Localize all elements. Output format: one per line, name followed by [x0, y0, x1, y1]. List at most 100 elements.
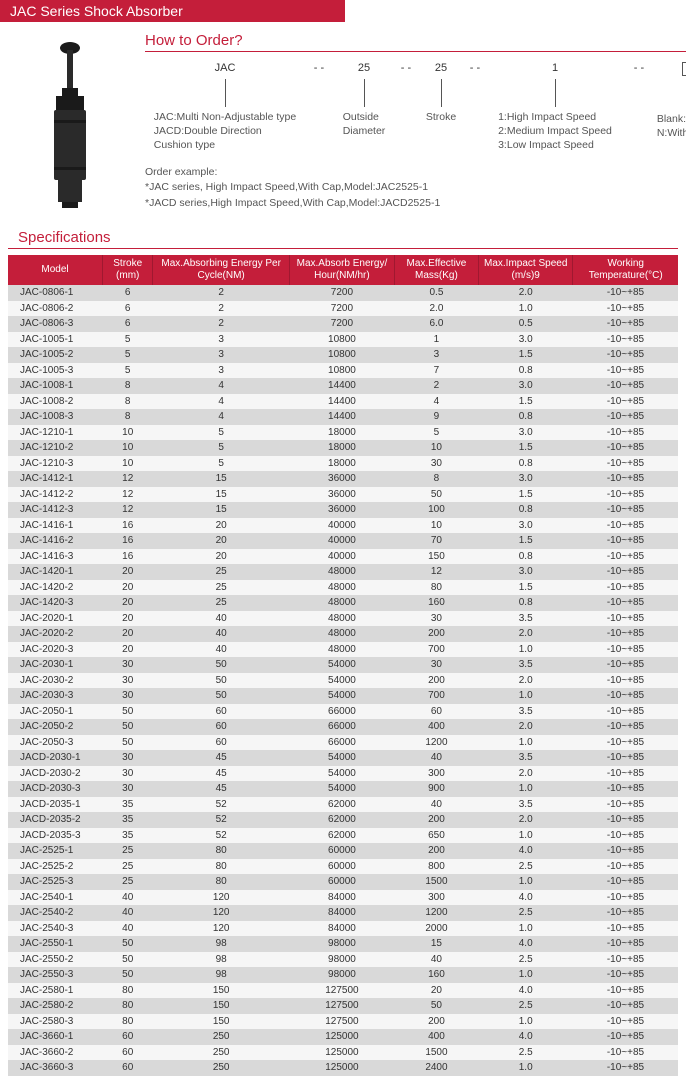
col-header: Max.EffectiveMass(Kg)	[394, 255, 478, 285]
table-cell: 30	[103, 688, 153, 704]
table-cell: 40000	[289, 518, 394, 534]
table-cell: 1.0	[478, 781, 573, 797]
table-cell: -10~+85	[573, 719, 678, 735]
table-row: JAC-0806-26272002.01.0-10~+85	[8, 301, 678, 317]
table-cell: 10	[394, 518, 478, 534]
table-cell: 45	[153, 766, 290, 782]
table-cell: -10~+85	[573, 564, 678, 580]
table-row: JAC-2525-22580600008002.5-10~+85	[8, 859, 678, 875]
table-cell: 3.0	[478, 425, 573, 441]
order-code-part: 25Outside Diameter	[333, 62, 395, 138]
connector-line	[225, 79, 226, 107]
table-cell: 300	[394, 766, 478, 782]
table-cell: -10~+85	[573, 549, 678, 565]
table-cell: 15	[153, 487, 290, 503]
table-cell: 20	[153, 549, 290, 565]
table-cell: 3.5	[478, 704, 573, 720]
table-cell: 20	[103, 564, 153, 580]
table-cell: 80	[394, 580, 478, 596]
table-cell: -10~+85	[573, 332, 678, 348]
table-cell: 1.5	[478, 394, 573, 410]
table-cell: 60000	[289, 874, 394, 890]
table-cell: 80	[153, 843, 290, 859]
table-cell: 125000	[289, 1045, 394, 1061]
table-cell: 40	[103, 890, 153, 906]
table-cell: 30	[103, 781, 153, 797]
table-row: JAC-2525-12580600002004.0-10~+85	[8, 843, 678, 859]
table-cell: -10~+85	[573, 378, 678, 394]
table-cell: -10~+85	[573, 812, 678, 828]
table-cell: 120	[153, 921, 290, 937]
table-row: JAC-1008-2841440041.5-10~+85	[8, 394, 678, 410]
table-row: JAC-2050-1506066000603.5-10~+85	[8, 704, 678, 720]
order-code-part: 11:High Impact Speed 2:Medium Impact Spe…	[485, 62, 625, 153]
table-cell: 40000	[289, 549, 394, 565]
table-cell: JAC-1412-2	[8, 487, 103, 503]
page-title: JAC Series Shock Absorber	[0, 0, 345, 22]
table-cell: 1.0	[478, 688, 573, 704]
table-cell: -10~+85	[573, 967, 678, 983]
table-cell: 1.0	[478, 301, 573, 317]
table-row: JAC-2020-32040480007001.0-10~+85	[8, 642, 678, 658]
table-cell: 0.8	[478, 363, 573, 379]
table-cell: 36000	[289, 502, 394, 518]
table-cell: 125000	[289, 1029, 394, 1045]
spec-table: ModelStroke(mm)Max.Absorbing Energy PerC…	[8, 255, 678, 1076]
table-cell: 3.0	[478, 564, 573, 580]
table-cell: 20	[394, 983, 478, 999]
table-cell: 1.5	[478, 487, 573, 503]
order-code-text: - -	[470, 62, 480, 74]
table-cell: JAC-2050-3	[8, 735, 103, 751]
table-row: JAC-2030-1305054000303.5-10~+85	[8, 657, 678, 673]
table-row: JAC-2550-35098980001601.0-10~+85	[8, 967, 678, 983]
table-cell: 50	[394, 998, 478, 1014]
table-cell: 16	[103, 549, 153, 565]
order-code-desc: Outside Diameter	[343, 110, 386, 138]
table-cell: 60000	[289, 859, 394, 875]
table-cell: 4.0	[478, 936, 573, 952]
table-cell: 200	[394, 673, 478, 689]
table-cell: -10~+85	[573, 704, 678, 720]
table-cell: 4.0	[478, 1029, 573, 1045]
table-row: JAC-2525-325806000015001.0-10~+85	[8, 874, 678, 890]
table-cell: JAC-1412-3	[8, 502, 103, 518]
table-cell: 80	[103, 998, 153, 1014]
table-cell: 50	[103, 952, 153, 968]
table-cell: 800	[394, 859, 478, 875]
table-row: JAC-2580-280150127500502.5-10~+85	[8, 998, 678, 1014]
table-cell: 0.5	[394, 285, 478, 301]
table-row: JAC-2580-180150127500204.0-10~+85	[8, 983, 678, 999]
table-cell: 40	[153, 642, 290, 658]
table-cell: JAC-1008-2	[8, 394, 103, 410]
table-cell: 1500	[394, 874, 478, 890]
table-cell: 900	[394, 781, 478, 797]
table-cell: JAC-2550-3	[8, 967, 103, 983]
table-cell: 84000	[289, 921, 394, 937]
table-cell: 0.5	[478, 316, 573, 332]
table-cell: 60	[153, 704, 290, 720]
table-row: JAC-1008-1841440023.0-10~+85	[8, 378, 678, 394]
table-row: JAC-2050-350606600012001.0-10~+85	[8, 735, 678, 751]
col-header: WorkingTemperature(°C)	[573, 255, 678, 285]
table-cell: 3	[153, 363, 290, 379]
table-cell: 66000	[289, 735, 394, 751]
table-cell: 25	[153, 595, 290, 611]
table-cell: 60	[103, 1045, 153, 1061]
table-cell: 2.5	[478, 859, 573, 875]
table-cell: JAC-1210-3	[8, 456, 103, 472]
order-code-text: JAC	[215, 62, 236, 74]
table-cell: 60	[153, 719, 290, 735]
table-cell: -10~+85	[573, 905, 678, 921]
table-cell: 25	[153, 580, 290, 596]
order-code-text	[682, 62, 686, 76]
table-cell: JAC-2550-2	[8, 952, 103, 968]
table-cell: 5	[153, 425, 290, 441]
table-cell: 150	[394, 549, 478, 565]
table-cell: 1	[394, 332, 478, 348]
table-cell: 2.0	[478, 719, 573, 735]
table-cell: 62000	[289, 828, 394, 844]
table-row: JAC-1210-210518000101.5-10~+85	[8, 440, 678, 456]
table-cell: 400	[394, 719, 478, 735]
table-cell: 5	[394, 425, 478, 441]
table-cell: 20	[153, 518, 290, 534]
